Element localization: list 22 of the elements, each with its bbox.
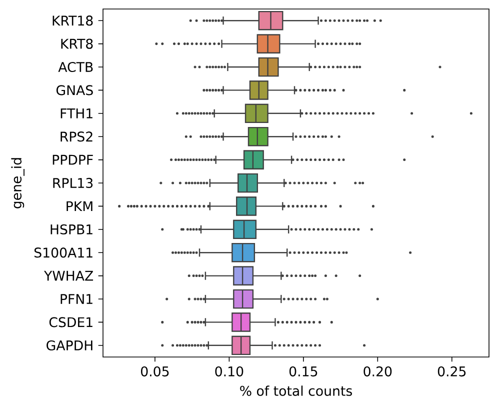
y-tick-label: PPDPF xyxy=(52,154,93,165)
x-tick-label: 0.10 xyxy=(215,366,244,376)
y-tick-label: GAPDH xyxy=(46,340,92,350)
y-tick-label: PKM xyxy=(66,201,92,212)
y-tick-label: FTH1 xyxy=(60,108,92,118)
y-tick-label: GNAS xyxy=(56,85,93,96)
y-tick-label: HSPB1 xyxy=(50,224,92,234)
x-tick-label: 0.20 xyxy=(364,366,392,376)
y-tick-label: KRT18 xyxy=(52,16,93,26)
y-tick-label: YWHAZ xyxy=(44,270,94,281)
y-tick-label: S100A11 xyxy=(34,248,92,258)
x-tick-label: 0.25 xyxy=(438,366,466,376)
y-axis-title: gene_id xyxy=(11,158,24,208)
y-tick-label: CSDE1 xyxy=(49,317,92,328)
x-tick-label: 0.15 xyxy=(289,366,318,376)
x-axis-title: % of total counts xyxy=(240,386,352,396)
y-tick-label: PFN1 xyxy=(60,294,92,304)
y-tick-label: RPL13 xyxy=(53,178,93,188)
y-tick-label: ACTB xyxy=(58,62,93,72)
y-tick-label: KRT8 xyxy=(61,38,93,49)
x-tick-label: 0.05 xyxy=(141,366,169,376)
y-tick-label: RPS2 xyxy=(60,132,92,142)
